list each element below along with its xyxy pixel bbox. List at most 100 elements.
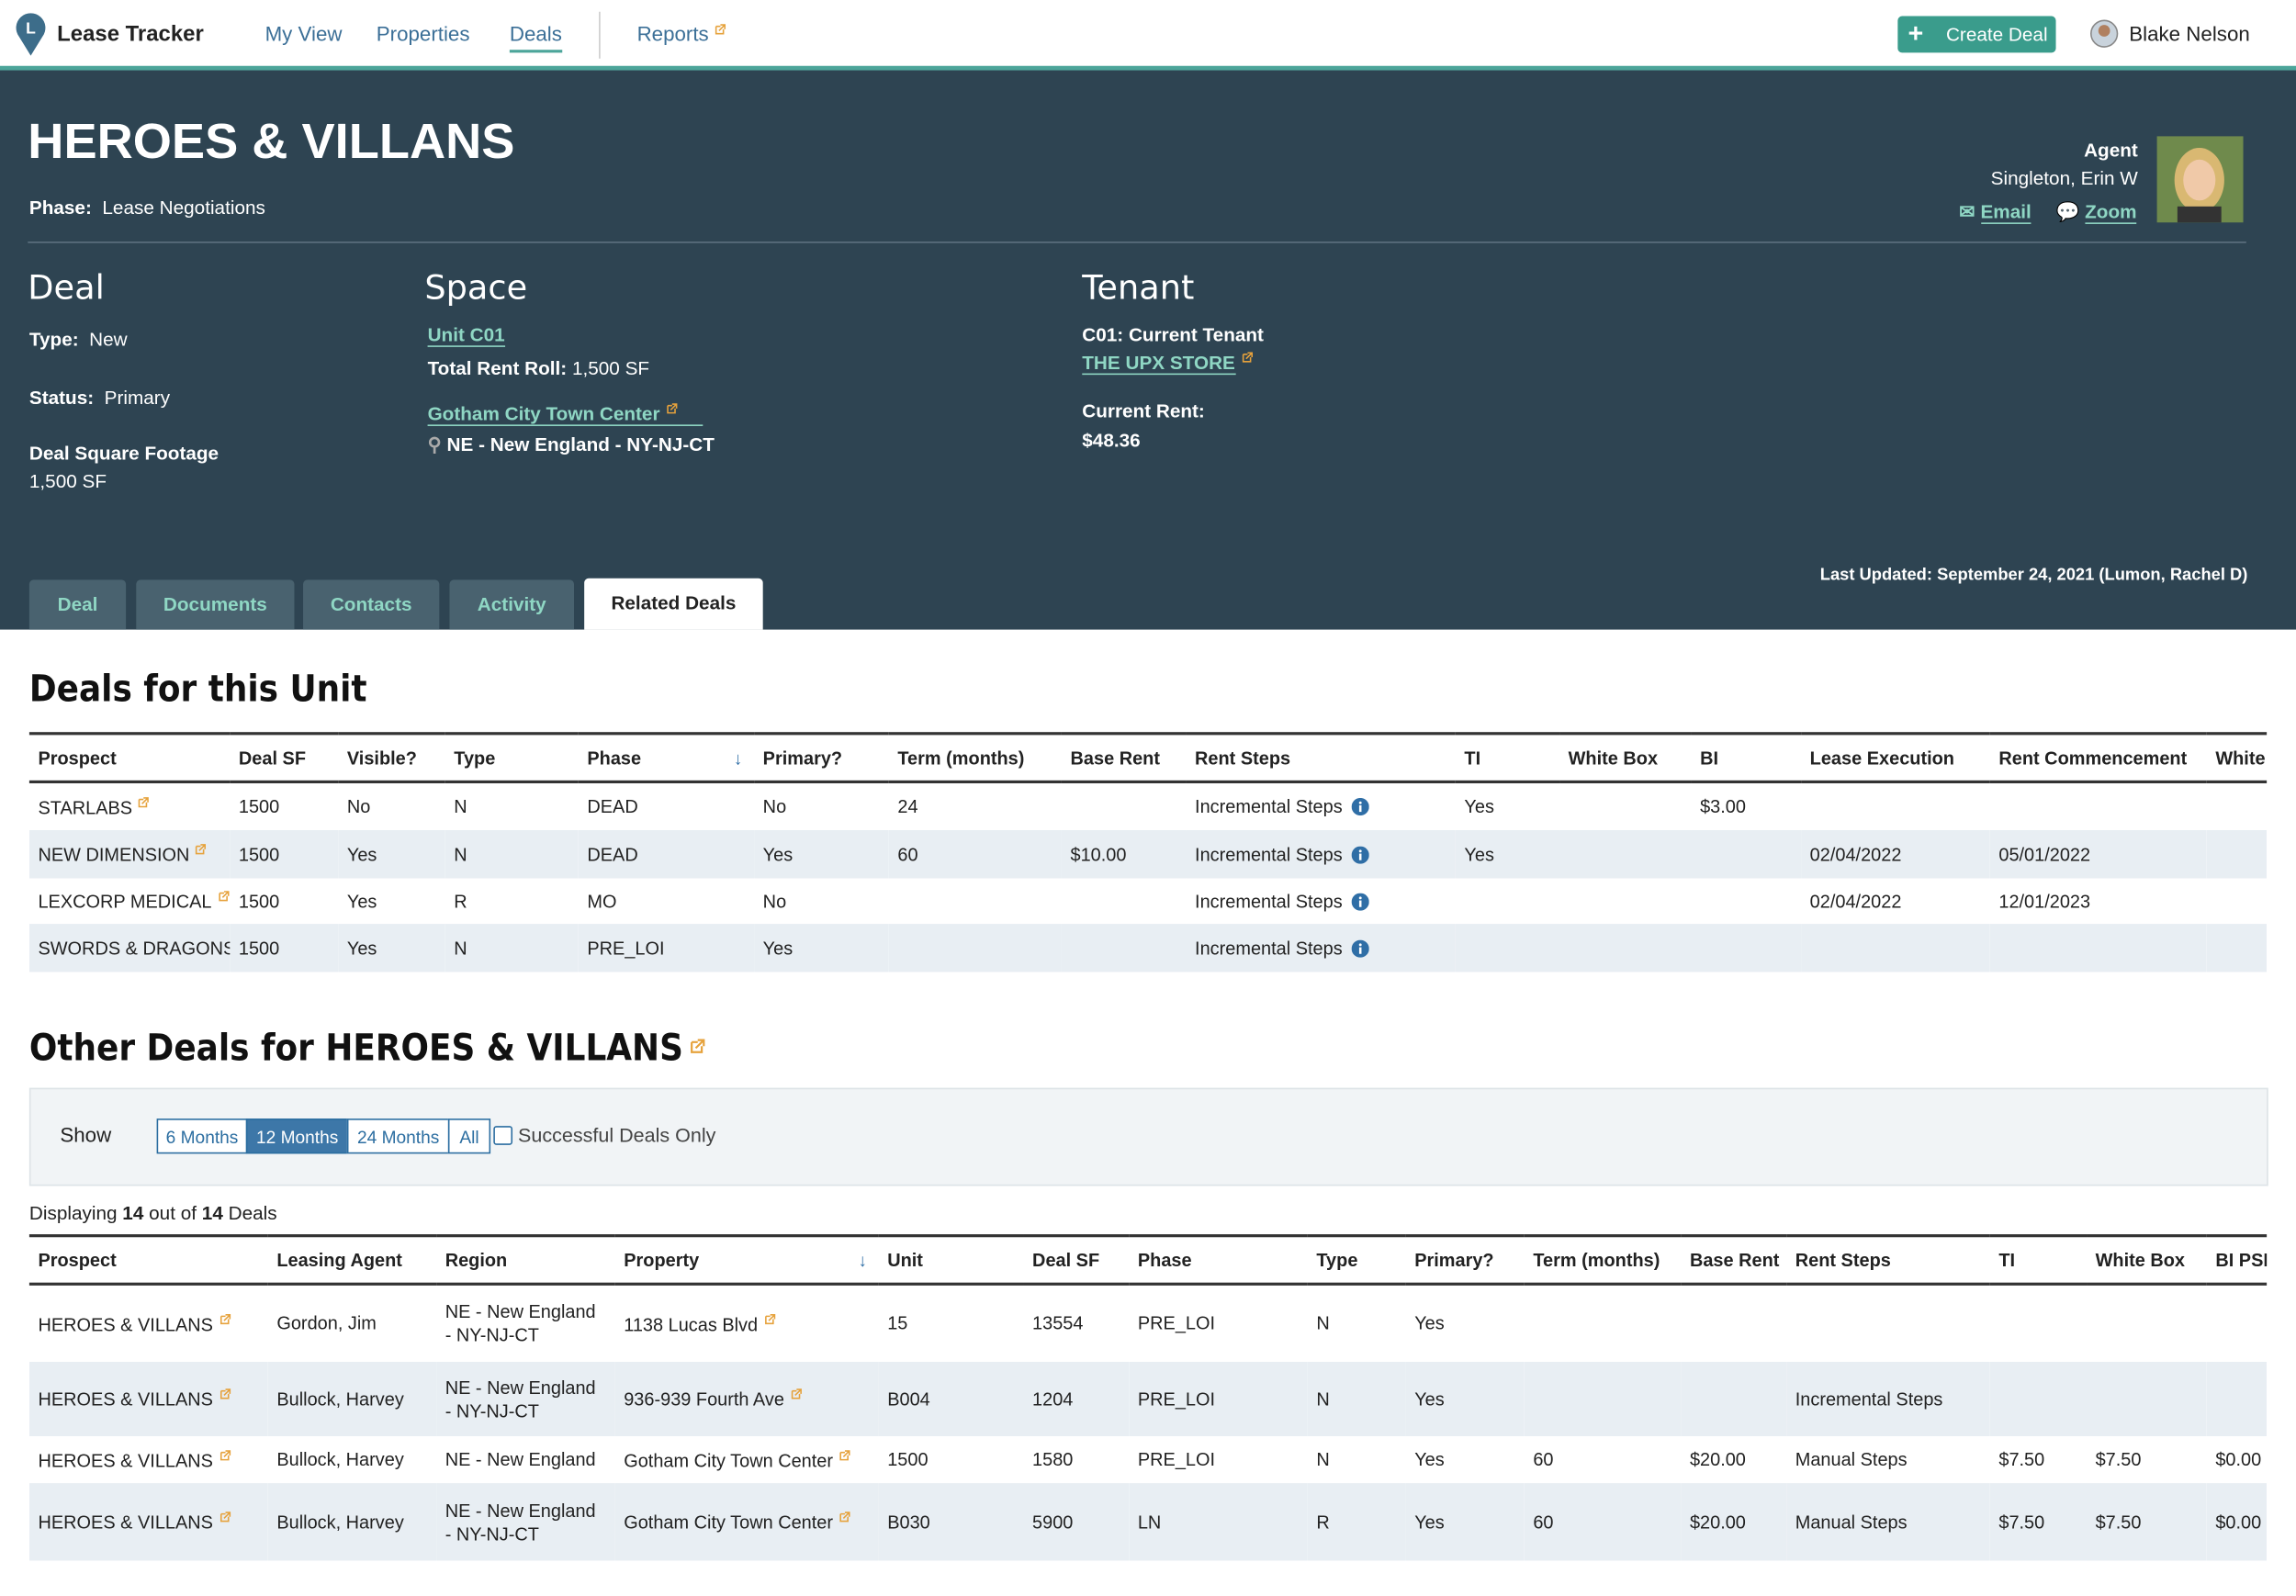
column-header[interactable]: Term (months): [888, 732, 1062, 784]
cell-text[interactable]: HEROES & VILLANS: [38, 1512, 213, 1534]
nav-link-text[interactable]: Reports: [636, 21, 709, 46]
info-icon[interactable]: [1351, 845, 1369, 863]
table-row: NEW DIMENSION 1500 Yes N DEAD Yes 60 $10.00 Incr…: [28, 830, 2268, 879]
cell-text[interactable]: SWORDS & DRAGONS: [38, 938, 231, 960]
cell-text[interactable]: LEXCORP MEDICAL: [38, 891, 212, 913]
section-heading: Deal: [28, 269, 105, 308]
column-header[interactable]: TI: [1989, 1234, 2088, 1286]
column-header[interactable]: Visible?: [338, 732, 445, 784]
brand[interactable]: Lease Tracker: [57, 21, 204, 48]
range-option[interactable]: 12 Months: [245, 1118, 349, 1154]
external-icon: [139, 796, 150, 807]
cell-text[interactable]: Gotham City Town Center: [624, 1450, 834, 1471]
column-header[interactable]: BI: [1691, 732, 1802, 784]
column-header[interactable]: Rent Steps: [1186, 732, 1456, 784]
column-header[interactable]: Deal SF: [1023, 1234, 1130, 1286]
column-header[interactable]: Base Rent: [1681, 1234, 1787, 1286]
button-label[interactable]: Create Deal: [1945, 23, 2048, 46]
column-header[interactable]: Primary?: [754, 732, 889, 784]
user-name[interactable]: Blake Nelson: [2129, 21, 2250, 46]
column-header[interactable]: Leasing Agent: [267, 1234, 437, 1286]
info-icon[interactable]: [1351, 938, 1369, 957]
cell-text: 05/01/2022: [1998, 844, 2091, 865]
column-header[interactable]: Region: [436, 1234, 615, 1286]
cell-text[interactable]: HEROES & VILLANS: [38, 1450, 213, 1471]
column-header[interactable]: Prospect: [28, 1234, 268, 1286]
property-link[interactable]: Gotham City Town Center: [427, 402, 703, 426]
cell-text: 1204: [1032, 1388, 1074, 1410]
zoom-link[interactable]: 💬 Zoom: [2055, 200, 2137, 224]
tab[interactable]: Contacts: [303, 579, 440, 630]
column-header[interactable]: White Box: [2087, 1234, 2207, 1286]
column-header[interactable]: White: [2206, 732, 2268, 784]
cell-text[interactable]: 936-939 Fourth Ave: [624, 1389, 784, 1411]
agent-photo: [2156, 136, 2244, 223]
create-deal-button[interactable]: + Create Deal: [1897, 16, 2056, 53]
column-header[interactable]: Rent Steps: [1786, 1234, 1990, 1286]
table-cell: MO: [579, 879, 754, 924]
tab[interactable]: Documents: [136, 579, 295, 630]
top-nav: L Lease Tracker My View Properties Deals…: [0, 0, 2296, 71]
cell-text[interactable]: Gotham City Town Center: [624, 1512, 834, 1534]
column-header[interactable]: Type: [1307, 1234, 1406, 1286]
table-cell: LN: [1129, 1483, 1308, 1561]
cell-text[interactable]: HEROES & VILLANS: [38, 1389, 213, 1411]
label: Deal Square Footage: [28, 442, 219, 465]
info-icon[interactable]: [1351, 797, 1369, 816]
tab[interactable]: Related Deals: [584, 578, 763, 630]
column-header[interactable]: Base Rent: [1061, 732, 1187, 784]
tab[interactable]: Deal: [28, 579, 127, 630]
nav-link[interactable]: Properties: [376, 21, 470, 46]
column-header[interactable]: Rent Commencement: [1989, 732, 2207, 784]
table-cell: Gordon, Jim: [268, 1284, 436, 1362]
checkbox[interactable]: Successful Deals Only: [493, 1124, 715, 1146]
column-header[interactable]: TI: [1455, 732, 1560, 784]
column-header[interactable]: Phase ↓: [578, 732, 755, 784]
column-header[interactable]: Primary?: [1405, 1234, 1525, 1286]
phase-value: Lease Negotiations: [102, 196, 265, 219]
table-cell: $20.00: [1681, 1483, 1787, 1561]
column-header[interactable]: Term (months): [1524, 1234, 1682, 1286]
column-header[interactable]: Lease Execution: [1801, 732, 1990, 784]
sort-icon[interactable]: ↓: [858, 1249, 867, 1271]
range-option[interactable]: 24 Months: [346, 1118, 450, 1154]
column-header[interactable]: BI PSF: [2206, 1234, 2268, 1286]
tab[interactable]: Activity: [449, 579, 575, 630]
column-header[interactable]: Property ↓: [614, 1234, 879, 1286]
column-header[interactable]: Prospect: [28, 732, 231, 784]
cell-text: Manual Steps: [1795, 1512, 1908, 1533]
email-link[interactable]: ✉ Email: [1959, 200, 2032, 224]
info-icon[interactable]: [1351, 892, 1369, 910]
tenant-link[interactable]: THE UPX STORE: [1082, 351, 1235, 376]
nav-link[interactable]: Reports: [636, 21, 726, 46]
logo: L: [16, 13, 46, 56]
range-option[interactable]: 6 Months: [156, 1118, 248, 1154]
nav-link[interactable]: My View: [264, 21, 343, 46]
sort-icon[interactable]: ↓: [733, 747, 743, 769]
column-header[interactable]: Type: [445, 732, 579, 784]
phase: Phase: Lease Negotiations: [29, 197, 265, 219]
cell-text[interactable]: STARLABS: [38, 797, 133, 818]
cell-text[interactable]: 1138 Lucas Blvd: [624, 1313, 759, 1335]
column-header[interactable]: Phase: [1129, 1234, 1308, 1286]
column-header[interactable]: Unit: [878, 1234, 1024, 1286]
cell-text: Yes: [1464, 796, 1494, 817]
external-icon: [218, 891, 229, 902]
table-cell: [1559, 830, 1692, 879]
email-text[interactable]: Email: [1980, 200, 2032, 224]
cell-text: Yes: [346, 938, 377, 959]
cell-text: Gordon, Jim: [276, 1313, 377, 1334]
column-header[interactable]: White Box: [1559, 732, 1692, 784]
table-cell: 02/04/2022: [1801, 830, 1990, 879]
property-text[interactable]: Gotham City Town Center: [427, 402, 660, 425]
column-header[interactable]: Deal SF: [230, 732, 339, 784]
nav-link[interactable]: Deals: [509, 22, 562, 53]
zoom-text[interactable]: Zoom: [2085, 200, 2137, 224]
table-cell: [1989, 924, 2207, 972]
cell-text[interactable]: HEROES & VILLANS: [38, 1313, 213, 1335]
range-option[interactable]: All: [447, 1118, 491, 1154]
checkbox-label[interactable]: Successful Deals Only: [518, 1124, 716, 1147]
cell-text[interactable]: NEW DIMENSION: [38, 844, 190, 866]
unit-link[interactable]: Unit C01: [427, 323, 505, 347]
